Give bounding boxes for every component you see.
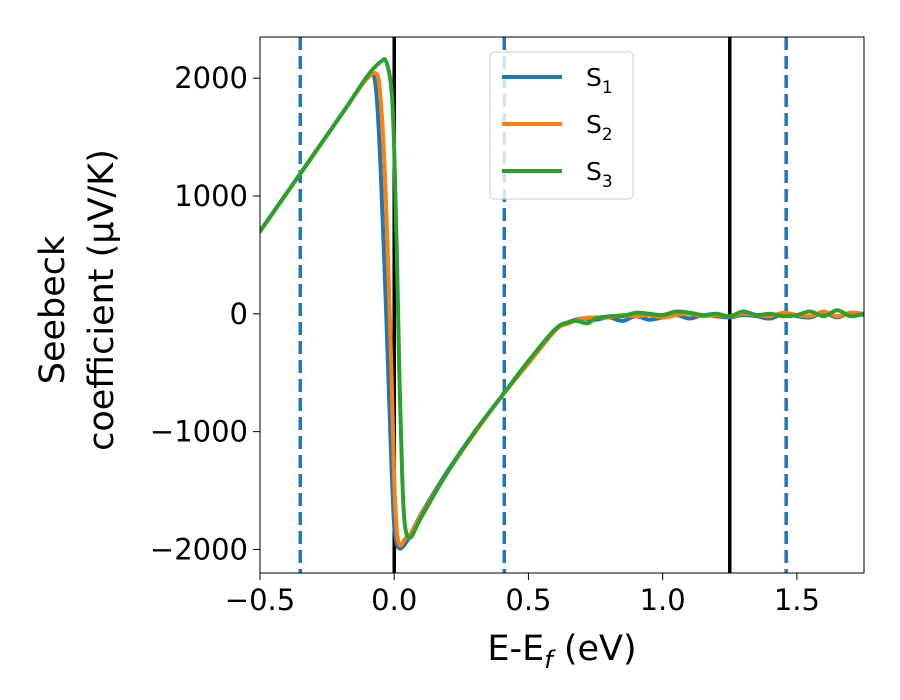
y-tick-label: −2000 bbox=[150, 532, 248, 566]
legend: S1 S2 S3 bbox=[489, 51, 634, 200]
series-line-s3 bbox=[260, 57, 864, 540]
legend-label-s3: S3 bbox=[586, 157, 613, 192]
series-lines bbox=[260, 57, 864, 551]
plot-frame bbox=[259, 36, 865, 574]
legend-label-s1: S1 bbox=[586, 63, 613, 98]
y-axis-label: Seebeck coefficient (μV/K) bbox=[33, 149, 122, 451]
legend-label-s2: S2 bbox=[586, 110, 613, 145]
y-tick-label: −1000 bbox=[150, 415, 248, 449]
x-tick-label: 1.0 bbox=[640, 583, 686, 617]
x-tick-label: 1.5 bbox=[774, 583, 820, 617]
y-tick-label: 2000 bbox=[174, 61, 248, 95]
y-tick-label: 1000 bbox=[174, 179, 248, 213]
x-tick-label: 0.0 bbox=[371, 583, 417, 617]
x-tick-label: −0.5 bbox=[225, 583, 295, 617]
y-axis-ticks: −2000 −1000 0 1000 2000 bbox=[150, 61, 260, 566]
x-axis-label: E-Ef (eV) bbox=[487, 629, 636, 674]
x-axis-ticks: −0.5 0.0 0.5 1.0 1.5 bbox=[225, 573, 820, 617]
series-line-s2 bbox=[260, 71, 864, 548]
y-axis-label-line2: coefficient (μV/K) bbox=[82, 149, 122, 451]
y-axis-label-line1: Seebeck bbox=[33, 235, 73, 384]
y-tick-label: 0 bbox=[230, 297, 248, 331]
x-tick-label: 0.5 bbox=[505, 583, 551, 617]
